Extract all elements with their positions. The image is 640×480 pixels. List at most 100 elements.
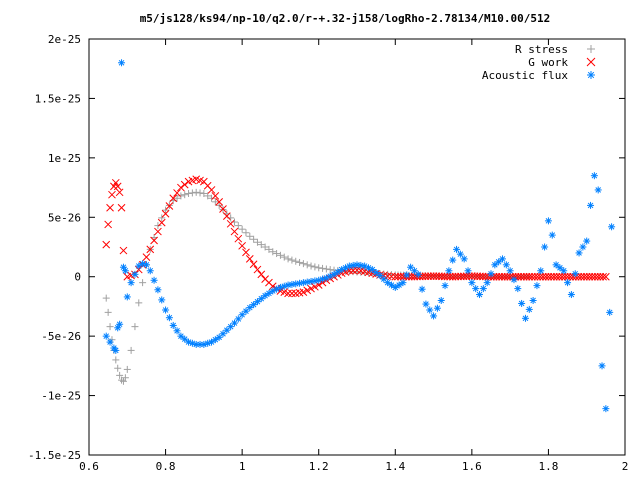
data-point [250, 301, 258, 309]
y-tick-label: 2e-25 [48, 33, 81, 46]
data-point [106, 203, 114, 212]
legend-label: R stress [515, 43, 568, 56]
data-point [585, 272, 594, 281]
data-point [102, 294, 110, 302]
data-point [514, 285, 522, 293]
data-point [115, 188, 124, 197]
data-point [476, 291, 484, 299]
data-point [577, 272, 586, 281]
legend-label: Acoustic flux [482, 69, 568, 82]
data-point [276, 251, 284, 259]
data-point [582, 272, 591, 281]
data-point [465, 272, 473, 281]
data-point [196, 189, 204, 197]
data-point [219, 205, 227, 213]
data-point [422, 300, 430, 308]
data-point [583, 237, 591, 245]
data-point [123, 293, 131, 301]
data-point [154, 227, 162, 236]
data-point [456, 250, 464, 258]
data-point [453, 245, 461, 253]
data-point [441, 282, 449, 290]
data-point [230, 227, 239, 236]
data-point [192, 188, 200, 196]
data-point [127, 279, 135, 287]
legend-label: G work [528, 56, 568, 69]
data-point [414, 270, 422, 278]
data-point [606, 308, 614, 316]
data-point [591, 272, 599, 281]
data-point [311, 282, 319, 291]
data-point [227, 323, 235, 331]
data-point [169, 321, 177, 329]
data-point [114, 364, 122, 372]
data-point [403, 271, 411, 279]
data-point [506, 272, 514, 281]
data-point [596, 272, 605, 281]
data-point [602, 405, 610, 413]
data-point [288, 256, 296, 264]
data-point [407, 272, 416, 281]
data-point [146, 245, 155, 254]
data-point [498, 255, 506, 263]
data-point [571, 272, 580, 281]
data-point [102, 240, 111, 249]
data-point [519, 272, 528, 281]
data-point [544, 217, 552, 225]
data-point [303, 261, 311, 269]
data-point [430, 312, 438, 320]
data-point [131, 323, 139, 331]
data-point [483, 279, 491, 287]
data-point [587, 71, 595, 79]
data-point [242, 248, 250, 257]
data-point [394, 272, 402, 281]
data-point [234, 234, 243, 243]
data-point [288, 289, 296, 298]
data-point [234, 222, 242, 230]
data-point [249, 260, 258, 269]
data-point [110, 182, 118, 191]
data-point [131, 270, 139, 278]
data-point [162, 206, 170, 214]
data-point [181, 191, 189, 199]
data-point [119, 246, 128, 255]
data-point [588, 272, 597, 281]
data-point [245, 255, 254, 263]
data-point [185, 190, 193, 198]
data-point [223, 326, 231, 334]
data-point [598, 362, 606, 370]
data-point [594, 186, 602, 194]
y-axis: 2e-25 1.5e-25 1e-25 5e-26 0 -5e-26 -1e-25 -1.5e… [28, 33, 625, 462]
data-point [580, 272, 588, 281]
data-point [311, 263, 319, 271]
data-point [550, 272, 558, 281]
data-point [157, 218, 166, 227]
data-point [418, 285, 426, 293]
data-point [387, 281, 395, 289]
data-point [579, 243, 587, 251]
y-tick-label: 1e-25 [48, 152, 81, 165]
data-point [593, 272, 602, 281]
data-point [602, 272, 610, 281]
data-point [204, 192, 212, 200]
data-point [472, 285, 480, 293]
x-tick-label: 1.6 [462, 460, 482, 473]
data-point [503, 272, 512, 281]
data-point [402, 272, 411, 281]
data-point [106, 323, 114, 331]
x-tick-label: 0.6 [79, 460, 99, 473]
data-point [246, 232, 254, 240]
data-point [215, 197, 224, 206]
data-point [552, 261, 560, 269]
data-point [587, 201, 595, 209]
data-point [242, 229, 250, 237]
data-point [121, 374, 129, 382]
data-point [299, 260, 307, 268]
data-point [215, 201, 223, 209]
data-point [104, 220, 112, 229]
data-point [384, 279, 392, 287]
data-point [177, 192, 185, 200]
data-point [426, 272, 435, 281]
data-point [533, 272, 542, 281]
